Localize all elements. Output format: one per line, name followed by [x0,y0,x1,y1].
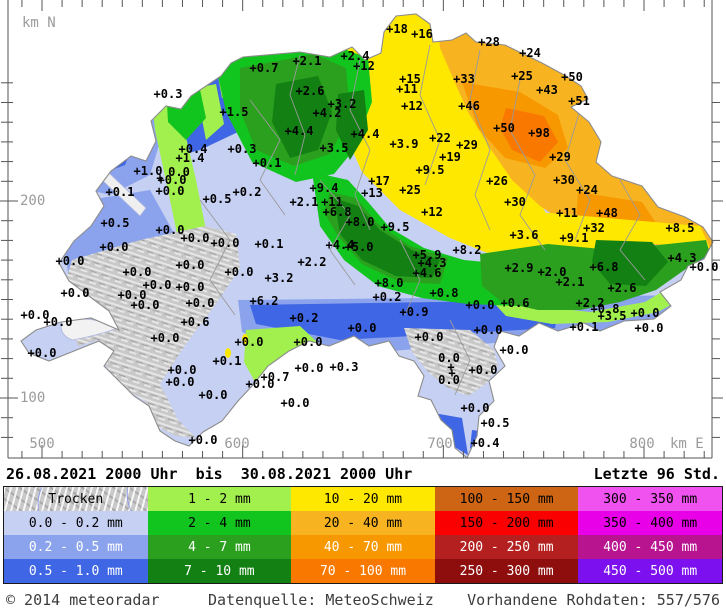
legend-cell: 70 - 100 mm [291,559,435,583]
copyright-text: © 2014 meteoradar [6,591,160,609]
legend-cell: Trocken [4,487,148,511]
country-outline [20,13,714,459]
period-bar: 26.08.2021 2000 Uhr bis 30.08.2021 2000 … [0,462,726,486]
legend-cell: 0.5 - 1.0 mm [4,559,148,583]
precipitation-map: +18 +16 +28 +24 +2.1 +2.4 +12 +0.7 +0.3 +25 +50 +43… [0,0,723,459]
period-window: Letzte 96 Std. [593,465,720,483]
legend-cell: 40 - 70 mm [291,535,435,559]
legend-cell: 7 - 10 mm [147,559,292,583]
legend-cell: 350 - 400 mm [578,511,722,535]
legend-cell: 2 - 4 mm [147,511,292,535]
axis-ticks [0,0,723,459]
data-source-text: Datenquelle: MeteoSchweiz [208,591,434,609]
legend-cell: 450 - 500 mm [578,559,722,583]
precipitation-legend: Trocken 0.0 - 0.2 mm 0.2 - 0.5 mm 0.5 - 1.0… [3,486,723,584]
switzerland-map-svg [0,0,723,459]
footer-bar: © 2014 meteoradar Datenquelle: MeteoSchw… [0,584,726,616]
legend-cell: 1 - 2 mm [147,487,292,511]
legend-cell: 0.2 - 0.5 mm [4,535,148,559]
legend-cell: 200 - 250 mm [434,535,579,559]
legend-cell: 150 - 200 mm [434,511,579,535]
period-from: 26.08.2021 2000 Uhr [6,465,178,483]
raw-data-count: Vorhandene Rohdaten: 557/576 [467,591,720,609]
legend-cell: 250 - 300 mm [434,559,579,583]
legend-cell: 100 - 150 mm [434,487,579,511]
legend-cell: 0.0 - 0.2 mm [4,511,148,535]
legend-cell: 300 - 350 mm [578,487,722,511]
period-bis: bis [195,465,223,483]
legend-cell: 4 - 7 mm [147,535,292,559]
legend-cell: 400 - 450 mm [578,535,722,559]
legend-cell: 20 - 40 mm [291,511,435,535]
period-to: 30.08.2021 2000 Uhr [240,465,413,483]
precipitation-regions [21,14,713,458]
canton-borders [199,44,646,396]
legend-cell: 10 - 20 mm [291,487,435,511]
